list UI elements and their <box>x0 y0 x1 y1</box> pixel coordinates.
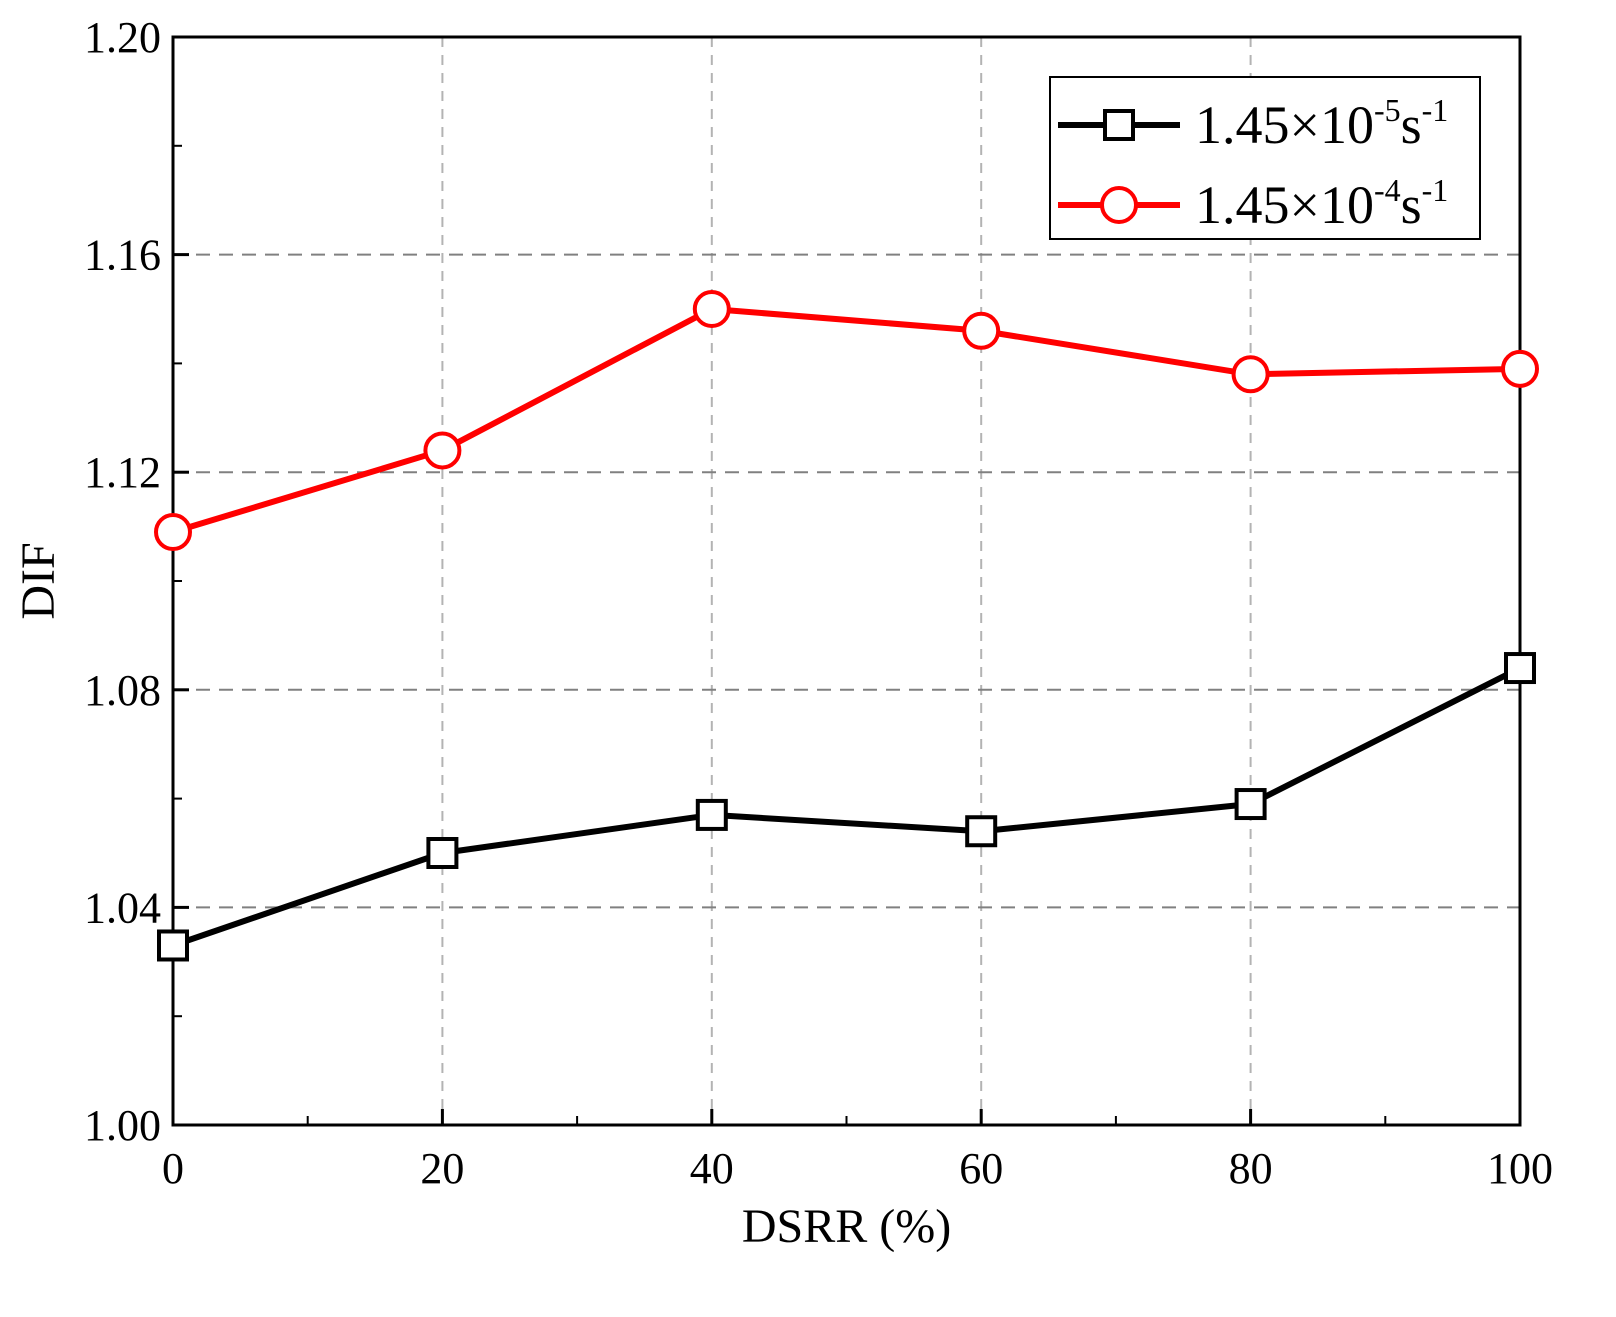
y-axis-title: DIF <box>12 542 65 619</box>
x-tick-label: 80 <box>1229 1144 1273 1193</box>
data-point <box>695 798 728 831</box>
y-tick-label: 1.00 <box>84 1101 161 1150</box>
series-line <box>172 665 1522 949</box>
data-point <box>692 290 731 328</box>
data-point <box>962 311 1001 350</box>
legend-entry: 1.45×10-5s-1 <box>1058 92 1448 155</box>
y-tick-label: 1.12 <box>84 448 161 497</box>
legend-entry: 1.45×10-4s-1 <box>1058 172 1448 235</box>
y-tick-label: 1.20 <box>84 13 161 62</box>
x-tick-label: 100 <box>1487 1144 1553 1193</box>
y-tick-label: 1.08 <box>84 666 161 715</box>
x-tick-label: 20 <box>420 1144 464 1193</box>
x-tick-labels: 0 20 40 60 80 100 <box>162 1144 1553 1193</box>
data-point <box>426 837 459 869</box>
legend: 1.45×10-5s-1 1.45×10-4s-1 <box>1049 76 1481 240</box>
series-1 <box>157 652 1536 962</box>
y-tick-labels: 1.00 1.04 1.08 1.12 1.16 1.20 <box>84 13 161 1150</box>
series-layer <box>154 290 1539 962</box>
data-point <box>965 815 998 848</box>
legend-label: 1.45×10-5s-1 <box>1195 92 1448 155</box>
minor-ticks <box>173 144 1387 1125</box>
legend-marker <box>1100 186 1138 224</box>
y-tick-label: 1.04 <box>84 883 161 932</box>
data-point <box>1501 349 1539 388</box>
legend-label: 1.45×10-4s-1 <box>1195 172 1448 235</box>
data-point <box>423 431 462 470</box>
series-line <box>172 306 1521 535</box>
legend-marker <box>1103 109 1135 141</box>
plot-frame <box>171 35 1522 1127</box>
x-tick-label: 60 <box>959 1144 1003 1193</box>
y-tick-label: 1.16 <box>84 231 161 280</box>
data-point <box>157 929 189 962</box>
x-axis-title: DSRR (%) <box>742 1200 951 1253</box>
data-point <box>1234 788 1267 821</box>
data-point <box>154 513 192 552</box>
x-tick-label: 40 <box>690 1144 734 1193</box>
data-point <box>1231 355 1270 394</box>
x-tick-label: 0 <box>162 1144 184 1193</box>
data-point <box>1504 652 1536 685</box>
series-2 <box>154 290 1539 552</box>
